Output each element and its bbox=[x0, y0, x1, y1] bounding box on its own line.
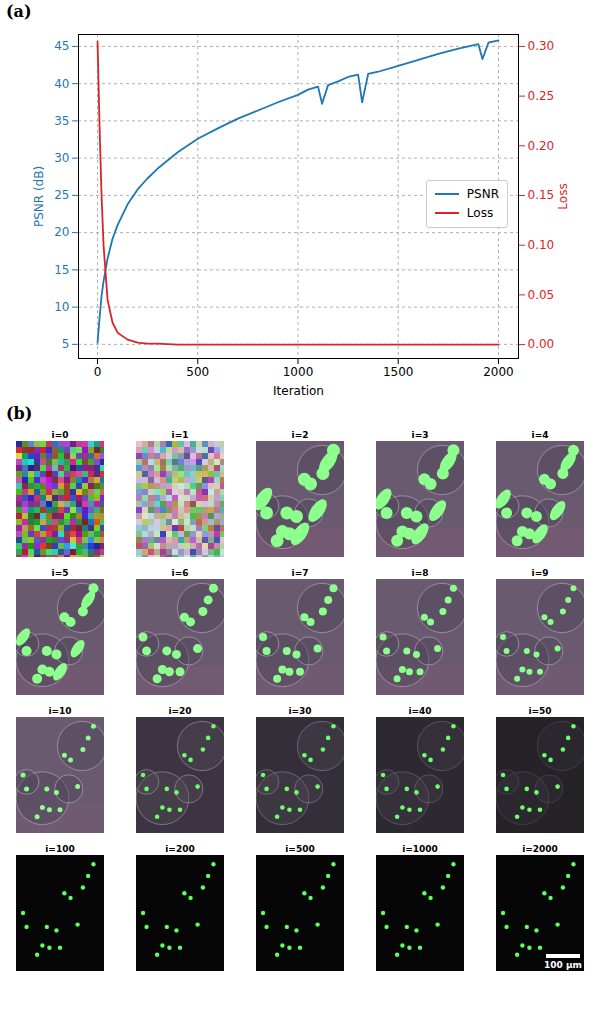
svg-text:0.05: 0.05 bbox=[528, 288, 555, 302]
svg-text:i=4: i=4 bbox=[532, 430, 549, 440]
svg-text:i=20: i=20 bbox=[168, 706, 191, 716]
svg-text:0.25: 0.25 bbox=[528, 89, 555, 103]
svg-text:i=50: i=50 bbox=[528, 706, 551, 716]
svg-text:5: 5 bbox=[62, 337, 70, 351]
svg-text:30: 30 bbox=[54, 151, 69, 165]
svg-text:0.10: 0.10 bbox=[528, 238, 555, 252]
html-text:(a): (a) bbox=[6, 2, 32, 21]
svg-text:35: 35 bbox=[54, 114, 69, 128]
svg-text:i=8: i=8 bbox=[412, 568, 429, 578]
svg-text:i=10: i=10 bbox=[48, 706, 71, 716]
svg-text:20: 20 bbox=[54, 225, 69, 239]
html-text:Loss: Loss bbox=[466, 206, 494, 221]
svg-text:i=30: i=30 bbox=[288, 706, 311, 716]
html-text:(b): (b) bbox=[6, 404, 33, 423]
svg-text:i=6: i=6 bbox=[172, 568, 189, 578]
svg-text:0: 0 bbox=[94, 365, 102, 379]
svg-text:Iteration: Iteration bbox=[273, 384, 324, 398]
svg-text:PSNR (dB): PSNR (dB) bbox=[32, 166, 46, 227]
svg-text:0.30: 0.30 bbox=[528, 39, 555, 53]
svg-text:10: 10 bbox=[54, 300, 69, 314]
svg-text:Loss: Loss bbox=[556, 183, 570, 209]
svg-text:0.15: 0.15 bbox=[528, 188, 555, 202]
svg-text:500: 500 bbox=[186, 365, 209, 379]
svg-text:1000: 1000 bbox=[283, 365, 314, 379]
svg-text:40: 40 bbox=[54, 76, 69, 90]
svg-text:i=2000: i=2000 bbox=[522, 844, 558, 854]
svg-text:i=3: i=3 bbox=[412, 430, 429, 440]
svg-text:i=7: i=7 bbox=[292, 568, 309, 578]
svg-text:i=1: i=1 bbox=[172, 430, 189, 440]
svg-text:i=1000: i=1000 bbox=[402, 844, 438, 854]
svg-text:i=5: i=5 bbox=[52, 568, 69, 578]
svg-text:2000: 2000 bbox=[483, 365, 514, 379]
svg-text:i=100: i=100 bbox=[45, 844, 74, 854]
svg-text:i=500: i=500 bbox=[285, 844, 314, 854]
svg-text:45: 45 bbox=[54, 39, 69, 53]
svg-text:0.00: 0.00 bbox=[528, 337, 555, 351]
svg-text:i=2: i=2 bbox=[292, 430, 309, 440]
svg-text:i=200: i=200 bbox=[165, 844, 194, 854]
svg-text:15: 15 bbox=[54, 263, 69, 277]
html-text:PSNR: PSNR bbox=[466, 187, 499, 202]
svg-text:0.20: 0.20 bbox=[528, 139, 555, 153]
svg-text:i=9: i=9 bbox=[532, 568, 549, 578]
svg-text:100 μm: 100 μm bbox=[544, 960, 582, 970]
svg-text:25: 25 bbox=[54, 188, 69, 202]
svg-text:i=0: i=0 bbox=[52, 430, 69, 440]
svg-text:i=40: i=40 bbox=[408, 706, 431, 716]
svg-text:1500: 1500 bbox=[383, 365, 414, 379]
